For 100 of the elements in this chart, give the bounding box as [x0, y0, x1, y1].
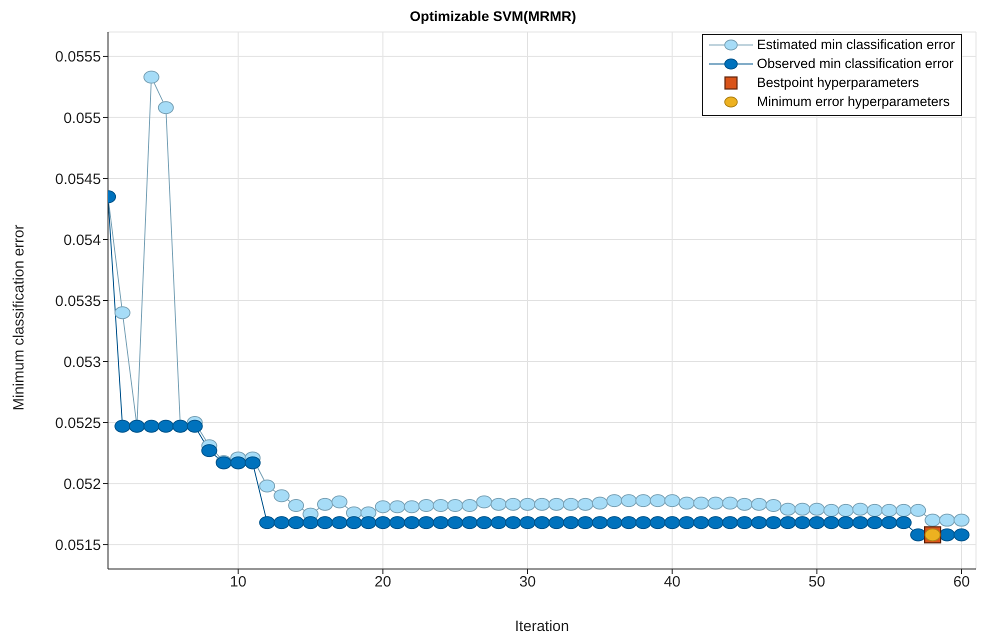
point	[389, 516, 406, 530]
y-tick-label: 0.054	[63, 232, 101, 249]
point	[910, 504, 926, 517]
point	[288, 516, 304, 530]
point	[548, 516, 564, 530]
point	[838, 504, 854, 517]
point	[562, 498, 579, 511]
point	[505, 516, 522, 530]
y-tick-label: 0.053	[63, 354, 101, 371]
y-tick-label: 0.0515	[55, 536, 101, 554]
point	[954, 514, 970, 527]
legend-label: Bestpoint hyperparameters	[756, 75, 920, 90]
point	[780, 502, 796, 516]
point	[592, 516, 608, 530]
point	[823, 516, 840, 530]
legend-label: Observed min classification error	[756, 56, 954, 71]
point	[244, 456, 261, 470]
x-axis-title: Iteration	[514, 618, 570, 635]
point	[852, 502, 868, 516]
point	[548, 498, 564, 511]
point	[520, 516, 536, 530]
point	[693, 516, 710, 530]
point	[650, 516, 666, 530]
point	[751, 498, 767, 511]
point	[620, 494, 637, 508]
point	[736, 516, 753, 530]
x-tick-label: 10	[230, 574, 247, 591]
point	[476, 495, 492, 508]
point	[577, 498, 594, 511]
point	[331, 495, 348, 508]
point	[939, 514, 956, 527]
point	[866, 504, 883, 517]
point	[374, 500, 391, 514]
point	[302, 516, 319, 530]
point	[505, 498, 522, 511]
point	[432, 499, 449, 512]
y-tick-label: 0.0525	[55, 414, 101, 432]
y-tick-label: 0.055	[63, 110, 101, 127]
y-tick-label: 0.052	[63, 476, 101, 493]
point	[259, 516, 276, 530]
point	[317, 516, 333, 530]
point	[808, 516, 825, 530]
point	[664, 516, 680, 530]
point	[736, 498, 753, 511]
point	[620, 516, 637, 530]
point	[534, 516, 550, 530]
point	[346, 516, 362, 530]
x-tick-label: 40	[664, 574, 681, 591]
point	[418, 516, 434, 530]
point	[158, 420, 174, 433]
x-tick-label: 60	[953, 574, 970, 591]
point	[360, 516, 376, 530]
point	[678, 516, 695, 530]
point	[462, 516, 478, 530]
point	[635, 494, 652, 508]
point	[823, 504, 840, 517]
point	[490, 498, 507, 511]
point	[765, 516, 782, 530]
point	[201, 444, 218, 458]
point	[954, 528, 970, 542]
point	[722, 496, 738, 510]
x-tick-label: 50	[808, 574, 826, 591]
point	[881, 516, 898, 530]
y-tick-label: 0.0555	[55, 48, 101, 66]
point	[520, 498, 536, 511]
point	[592, 496, 608, 510]
point	[562, 516, 579, 530]
point	[606, 494, 622, 508]
point	[606, 516, 622, 530]
point	[490, 516, 507, 530]
point	[143, 70, 160, 84]
point	[866, 516, 883, 530]
point	[722, 516, 738, 530]
chart-title: Optimizable SVM(MRMR)	[408, 8, 578, 24]
y-tick-label: 0.0535	[55, 292, 101, 310]
point	[476, 516, 492, 530]
point	[939, 528, 956, 542]
point	[274, 489, 290, 502]
point	[838, 516, 854, 530]
point	[418, 499, 434, 512]
point	[808, 502, 825, 516]
point	[635, 516, 652, 530]
point	[259, 480, 276, 493]
point	[765, 499, 782, 512]
point	[780, 516, 796, 530]
point	[143, 420, 160, 433]
point	[794, 502, 810, 516]
point	[693, 496, 710, 510]
point	[924, 514, 941, 527]
point	[896, 516, 912, 530]
point	[678, 496, 695, 510]
point	[186, 420, 203, 433]
point	[404, 516, 420, 530]
legend-label: Estimated min classification error	[756, 37, 955, 52]
point	[650, 494, 666, 508]
point	[331, 516, 348, 530]
point	[158, 101, 174, 114]
point	[389, 500, 406, 514]
point	[462, 499, 478, 512]
x-tick-label: 20	[374, 574, 392, 591]
